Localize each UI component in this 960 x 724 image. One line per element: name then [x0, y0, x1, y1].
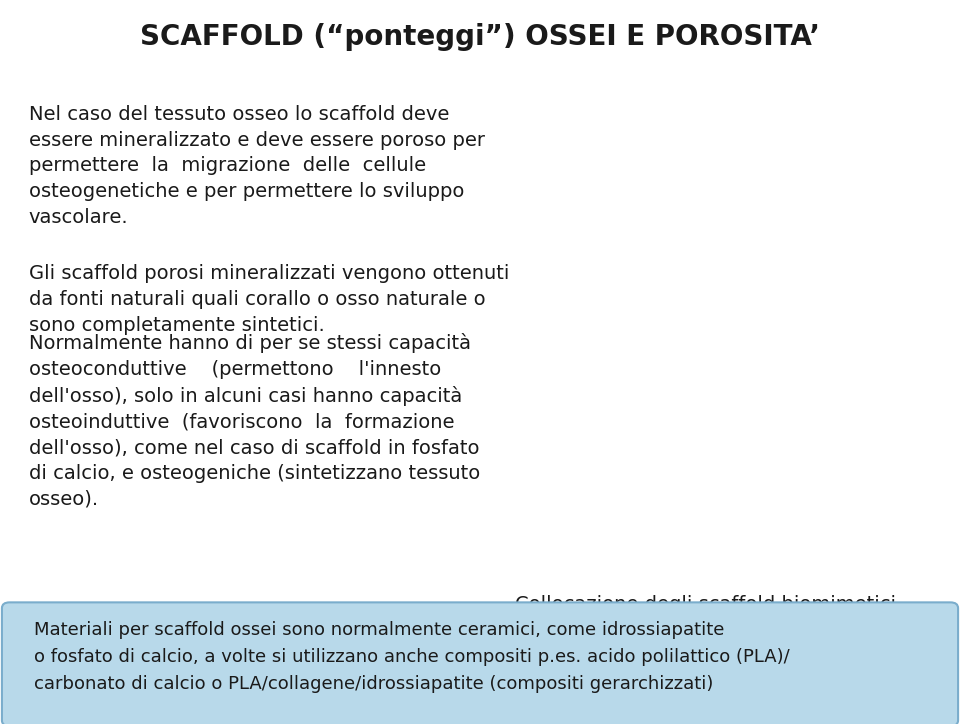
- Text: Collocazione degli scaffold biomimetici
tra i possibili processi di rigenerazion: Collocazione degli scaffold biomimetici …: [516, 595, 896, 639]
- Text: Gli scaffold porosi mineralizzati vengono ottenuti
da fonti naturali quali coral: Gli scaffold porosi mineralizzati vengon…: [29, 264, 509, 334]
- Text: Normalmente hanno di per se stessi capacità
osteoconduttive    (permettono    l': Normalmente hanno di per se stessi capac…: [29, 333, 480, 509]
- Text: Nel caso del tessuto osseo lo scaffold deve
essere mineralizzato e deve essere p: Nel caso del tessuto osseo lo scaffold d…: [29, 105, 485, 227]
- Text: SCAFFOLD (“ponteggi”) OSSEI E POROSITA’: SCAFFOLD (“ponteggi”) OSSEI E POROSITA’: [140, 23, 820, 51]
- Text: Materiali per scaffold ossei sono normalmente ceramici, come idrossiapatite
o fo: Materiali per scaffold ossei sono normal…: [34, 621, 789, 694]
- FancyBboxPatch shape: [2, 602, 958, 724]
